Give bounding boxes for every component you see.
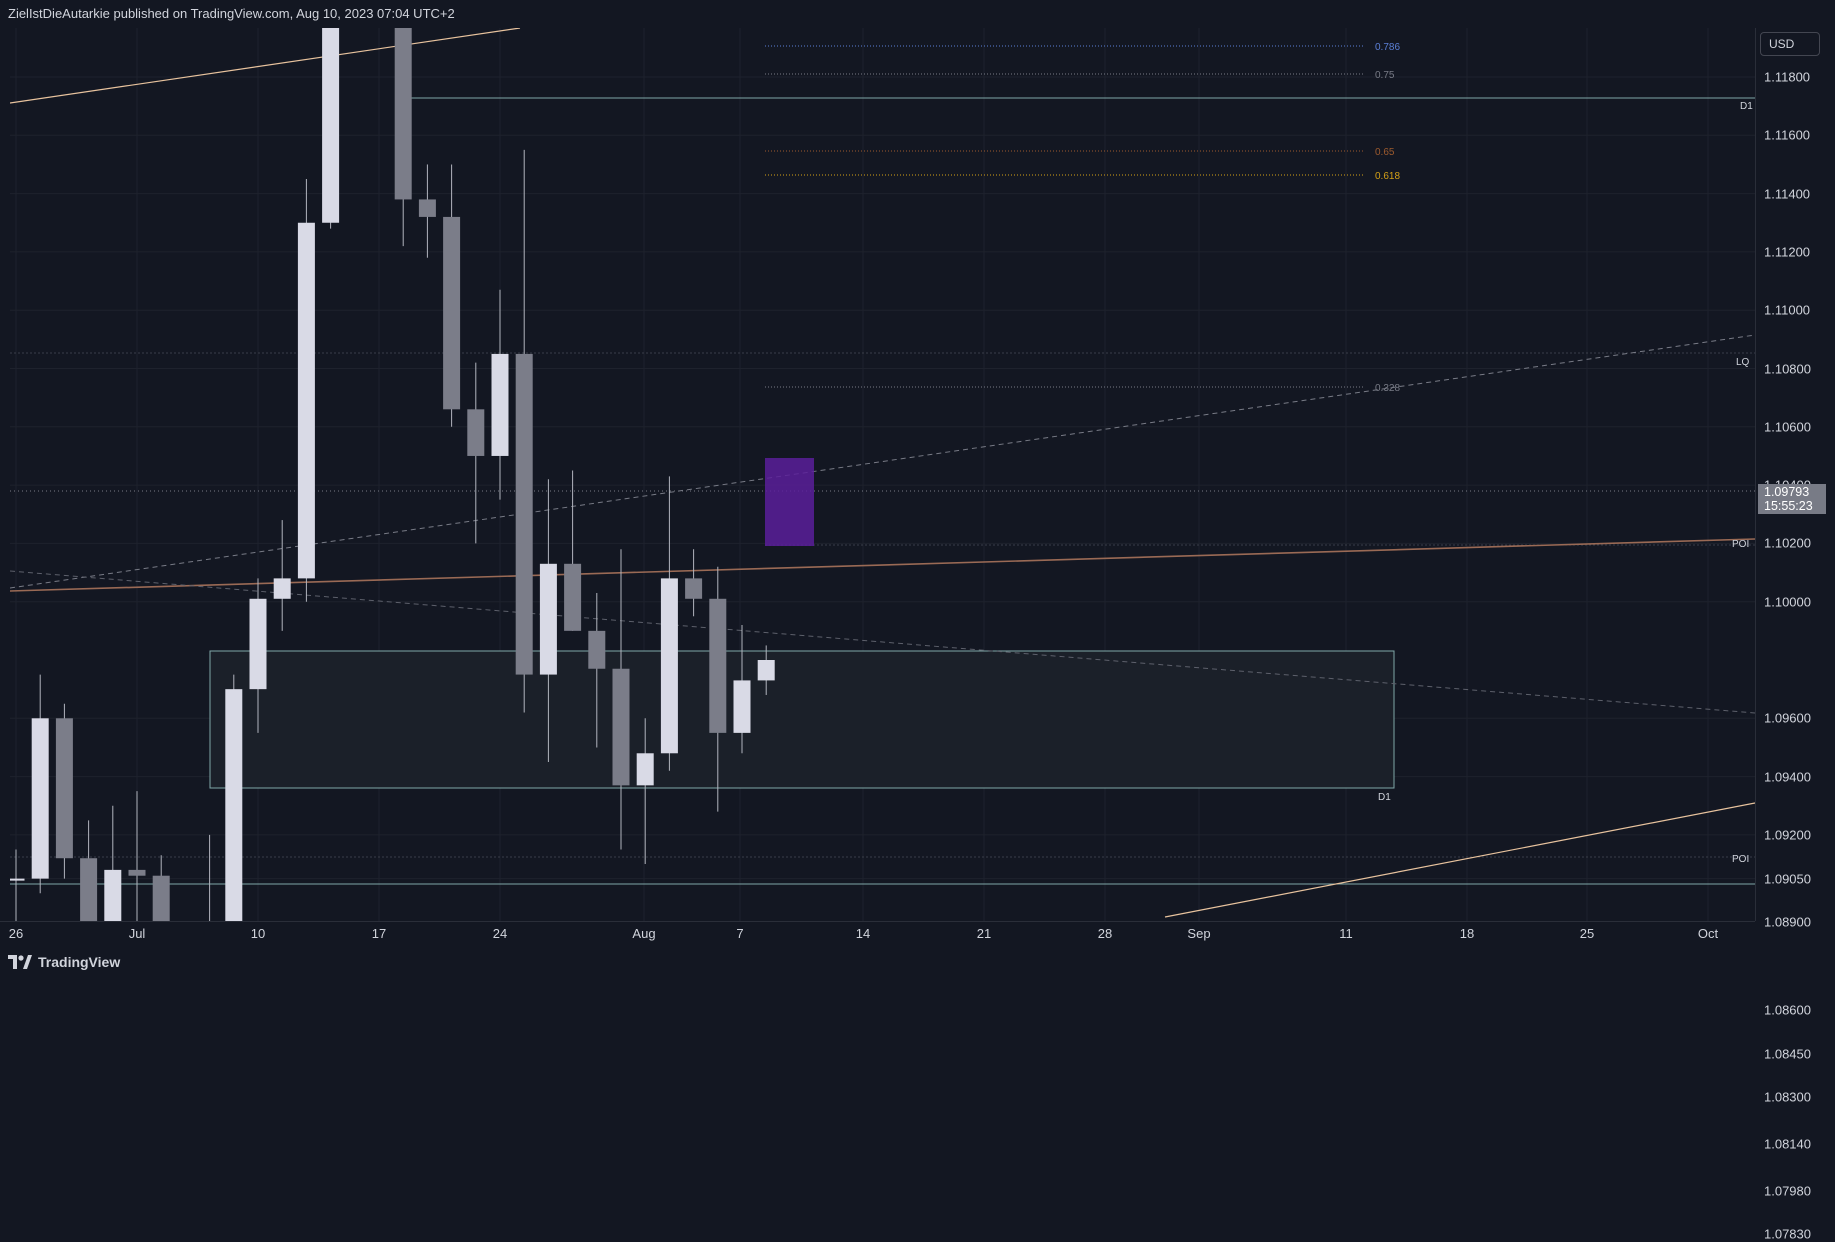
candle-body <box>636 753 654 786</box>
current-price: 1.09793 <box>1764 485 1810 499</box>
candle-body <box>757 660 775 681</box>
publish-header: ZielIstDieAutarkie published on TradingV… <box>0 0 1835 28</box>
tradingview-logo-icon <box>8 955 32 969</box>
price-label: 1.07980 <box>1764 1183 1811 1199</box>
candle-body <box>394 28 412 200</box>
candle-body <box>10 878 25 881</box>
candle-body <box>80 858 98 921</box>
candle-body <box>709 598 727 733</box>
candle-body <box>225 689 243 921</box>
bar-countdown: 15:55:23 <box>1764 499 1813 513</box>
time-label: Aug <box>632 926 656 941</box>
trendline-brown <box>10 538 1755 592</box>
price-label: 1.09400 <box>1764 769 1811 785</box>
candle-body <box>539 563 557 675</box>
price-label: 1.11400 <box>1764 186 1811 202</box>
candle-body <box>660 578 678 754</box>
price-label: 1.08450 <box>1764 1046 1811 1062</box>
demand-zone-d1 <box>209 650 1395 789</box>
price-label: 1.09050 <box>1764 871 1811 887</box>
current-price-tag: 1.09793 15:55:23 <box>1758 484 1826 514</box>
time-label: Oct <box>1697 926 1719 941</box>
poi-tag-lower: POI <box>1732 854 1750 865</box>
trendline-upper <box>10 28 521 104</box>
time-label: 17 <box>371 926 387 941</box>
currency-button[interactable]: USD <box>1760 32 1820 56</box>
time-label: 14 <box>855 926 871 941</box>
highlight-box-purple <box>765 458 814 546</box>
candle-body <box>152 875 170 921</box>
time-label: 24 <box>492 926 508 941</box>
time-axis[interactable]: 26 Jul 10 17 24 Aug 7 14 21 28 Sep 11 18 25 Oct <box>0 921 1755 945</box>
fib-label-075: 0.75 <box>1375 70 1395 81</box>
trendline-dashed-falling <box>10 570 1755 714</box>
price-label: 1.07830 <box>1764 1226 1811 1242</box>
candle-body <box>418 199 436 217</box>
candle-body <box>104 869 122 921</box>
price-label: 1.10800 <box>1764 361 1811 376</box>
time-label: 25 <box>1579 926 1595 941</box>
time-label: 10 <box>250 926 266 941</box>
candle-body <box>588 630 606 669</box>
time-label: Sep <box>1187 926 1211 941</box>
zone-tag-d1: D1 <box>1378 792 1391 803</box>
price-label: 1.09200 <box>1764 827 1811 843</box>
zone-tag-d1-top: D1 <box>1740 101 1753 112</box>
fib-label-0328: 0.328 <box>1375 383 1401 394</box>
time-label: 7 <box>736 926 744 941</box>
candle-body <box>249 598 267 690</box>
fib-label-0786: 0.786 <box>1375 42 1401 53</box>
fib-label-065: 0.65 <box>1375 147 1395 158</box>
candle-body <box>297 222 315 579</box>
price-label: 1.08900 <box>1764 914 1811 930</box>
liquidity-tag-lq: LQ <box>1736 357 1750 368</box>
candle-body <box>612 668 630 786</box>
price-label: 1.08600 <box>1764 1002 1811 1018</box>
candle-body <box>322 28 340 223</box>
price-label: 1.11600 <box>1764 127 1811 143</box>
candle-body <box>733 680 751 733</box>
candle-body <box>128 869 146 876</box>
poi-tag-upper: POI <box>1732 539 1750 550</box>
price-label: 1.11200 <box>1764 244 1811 260</box>
publish-info: ZielIstDieAutarkie published on TradingV… <box>8 6 455 21</box>
candle-body <box>564 563 582 631</box>
candle-body <box>491 353 509 456</box>
time-label: 28 <box>1097 926 1113 941</box>
price-label: 1.08300 <box>1764 1089 1811 1105</box>
candle-body <box>55 718 73 859</box>
time-label: 21 <box>976 926 992 941</box>
price-label: 1.10200 <box>1764 535 1811 551</box>
brand-name: TradingView <box>38 954 121 970</box>
price-label: 1.10000 <box>1764 594 1811 610</box>
supply-zone-d1-top <box>402 28 1755 99</box>
time-label: Jul <box>128 926 146 941</box>
candle-body <box>31 718 49 879</box>
candle-body <box>515 353 533 675</box>
price-label: 1.09600 <box>1764 710 1811 726</box>
price-label: 1.08140 <box>1764 1136 1811 1152</box>
candle-body <box>467 409 485 456</box>
price-axis[interactable]: 1.11800 1.11600 1.11400 1.11200 1.11000 1.108… <box>1755 28 1835 1242</box>
fib-label-0618: 0.618 <box>1375 171 1401 182</box>
chart-area[interactable]: 0.786 0.75 0.65 0.618 0.328 D1 LQ POI D1… <box>10 28 1755 921</box>
tradingview-brand[interactable]: TradingView <box>8 952 120 972</box>
price-label: 1.11800 <box>1764 69 1811 85</box>
chart-canvas[interactable] <box>10 28 1755 921</box>
trendline-dashed-rising <box>10 334 1755 589</box>
time-label: 18 <box>1459 926 1475 941</box>
time-label: 26 <box>8 926 24 941</box>
footer: TradingView <box>0 945 1835 979</box>
trendline-lower <box>1164 802 1755 918</box>
price-label: 1.11000 <box>1764 302 1811 318</box>
candle-body <box>273 578 291 599</box>
time-label: 11 <box>1339 926 1353 941</box>
candle-body <box>685 578 703 599</box>
candle-body <box>443 216 461 410</box>
price-label: 1.10600 <box>1764 419 1811 435</box>
